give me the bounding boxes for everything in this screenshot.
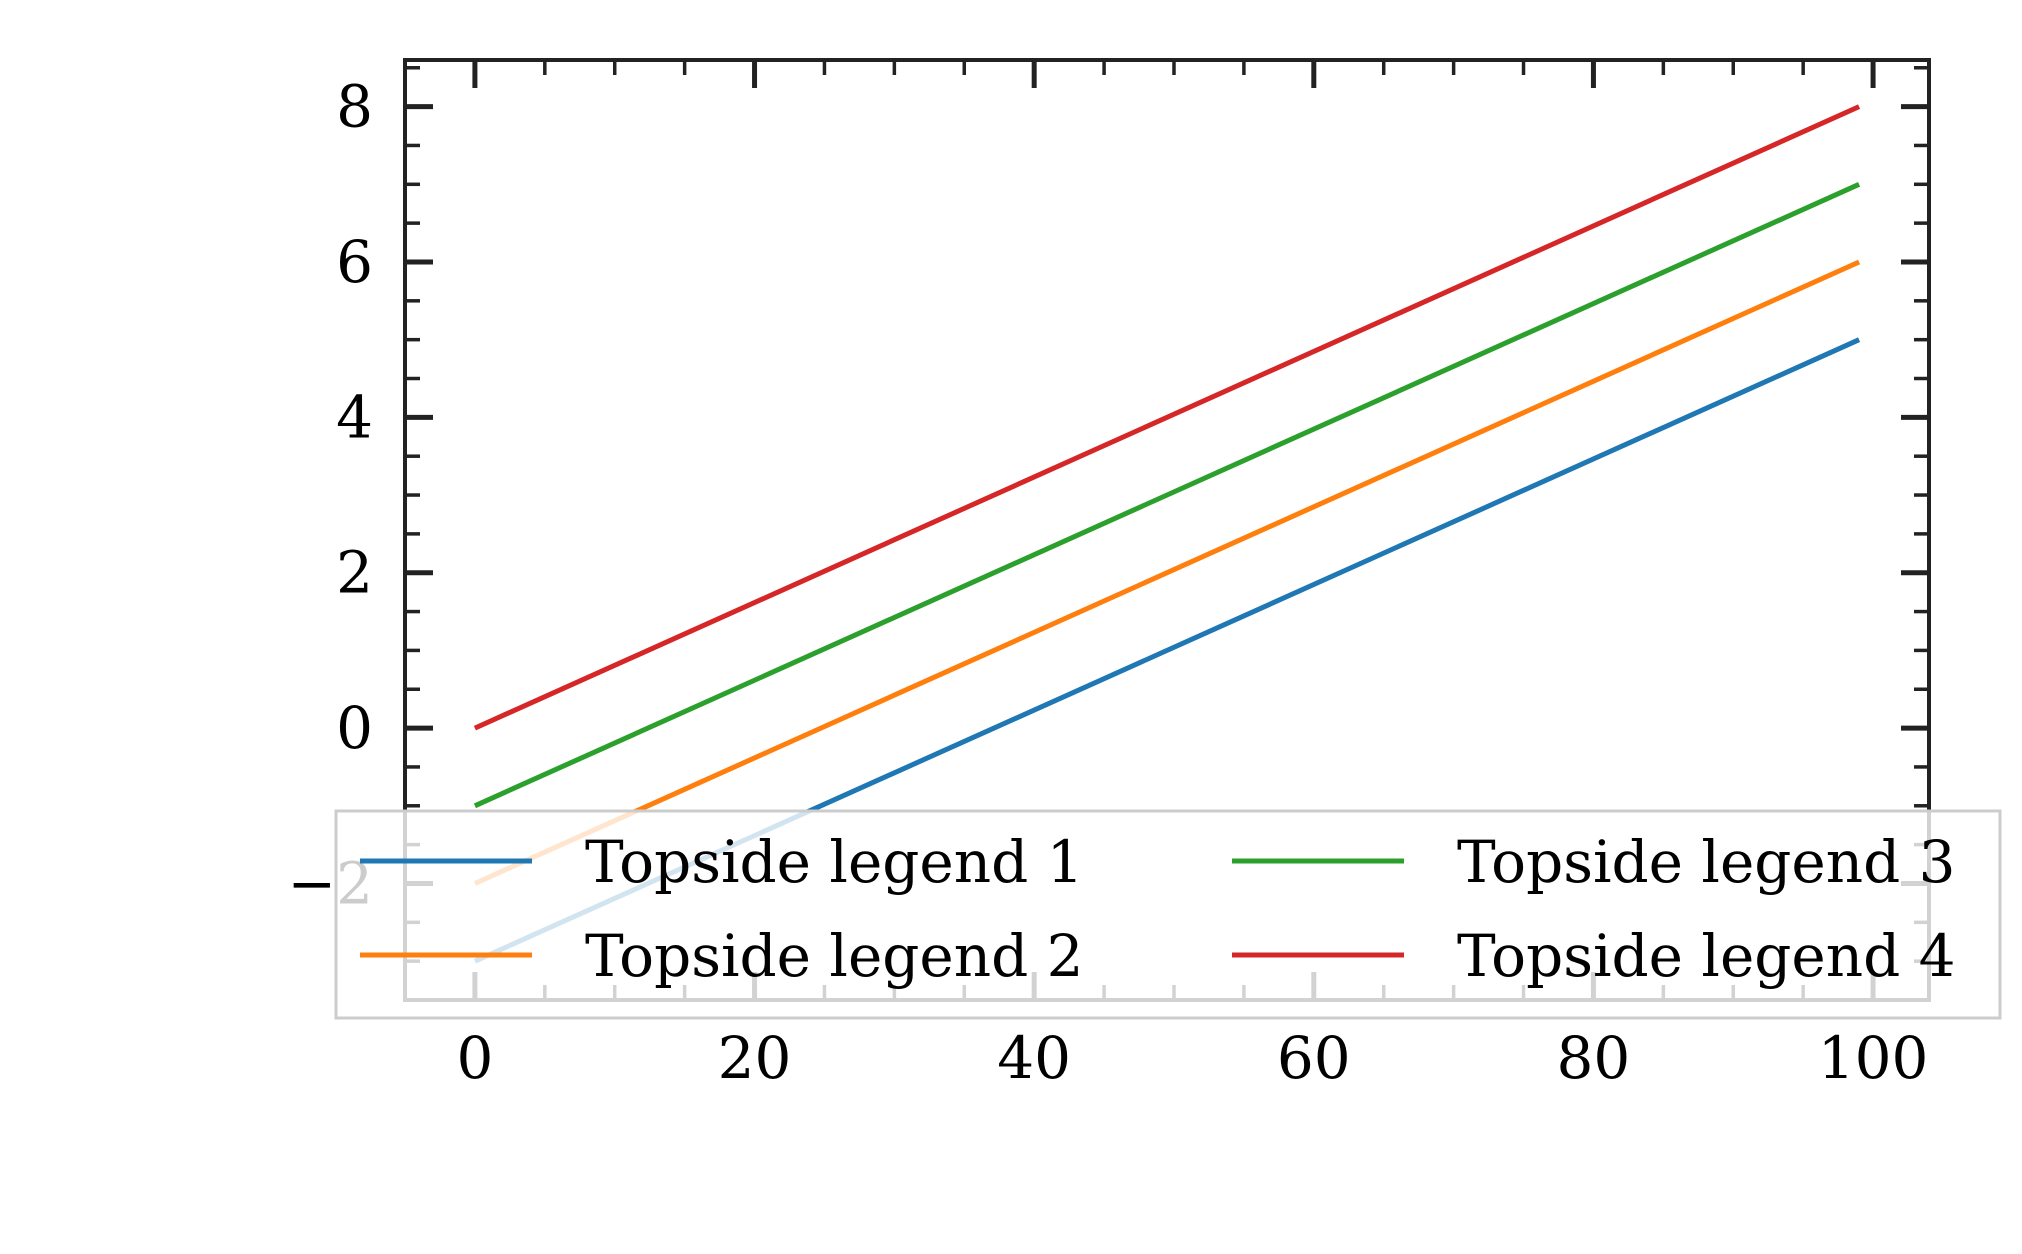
y-tick-label-3: 4 <box>336 383 373 451</box>
y-tick-label-5: 8 <box>336 73 373 141</box>
legend-label-2: Topside legend 2 <box>585 922 1084 990</box>
legend-label-1: Topside legend 1 <box>585 828 1084 896</box>
series-lines <box>473 104 1861 964</box>
legend-label-3: Topside legend 3 <box>1457 828 1956 896</box>
legend: Topside legend 1 Topside legend 2 Topsid… <box>334 809 2002 1020</box>
y-tick-label-1: 0 <box>336 694 373 762</box>
x-tick-labels: 0 20 40 60 80 100 <box>456 1024 1928 1092</box>
series-line-3 <box>473 182 1861 809</box>
legend-label-4: Topside legend 4 <box>1457 922 1956 990</box>
series-line-2 <box>473 259 1861 886</box>
x-tick-label-1: 20 <box>718 1024 792 1092</box>
x-tick-label-0: 0 <box>456 1024 493 1092</box>
y-tick-label-4: 6 <box>336 228 373 296</box>
x-tick-label-5: 100 <box>1818 1024 1929 1092</box>
x-tick-label-3: 60 <box>1277 1024 1351 1092</box>
y-tick-label-2: 2 <box>336 539 373 607</box>
x-tick-label-2: 40 <box>997 1024 1071 1092</box>
legend-box <box>334 809 2002 1020</box>
x-tick-label-4: 80 <box>1557 1024 1631 1092</box>
series-line-4 <box>473 104 1861 731</box>
